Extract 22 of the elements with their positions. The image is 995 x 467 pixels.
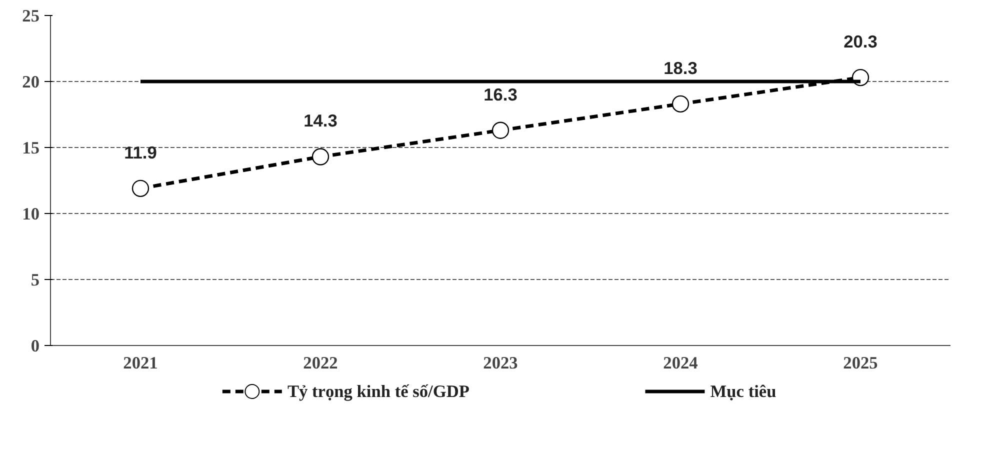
- legend-label: Mục tiêu: [710, 382, 777, 401]
- data-label: 11.9: [124, 142, 157, 162]
- y-tick-label: 5: [30, 270, 40, 290]
- data-label: 14.3: [304, 110, 338, 131]
- point: [672, 95, 690, 113]
- x-tick-label: 2024: [663, 354, 698, 372]
- point: [492, 122, 510, 139]
- data-label: 16.3: [484, 84, 518, 104]
- point: [312, 148, 330, 166]
- x-tick-label: 2025: [843, 354, 878, 372]
- x-tick-label: 2021: [123, 354, 158, 372]
- y-tick-label: 25: [22, 6, 40, 26]
- y-tick-label: 20: [22, 72, 40, 92]
- x-tick-label: 2023: [483, 354, 518, 372]
- data-label: 20.3: [844, 32, 878, 52]
- x-tick-label: 2022: [303, 354, 338, 372]
- point: [132, 180, 150, 198]
- y-tick-label: 10: [22, 204, 40, 224]
- data-label: 18.3: [664, 58, 698, 78]
- y-tick-label: 15: [22, 138, 40, 158]
- y-tick-label: 0: [30, 336, 40, 356]
- legend-label: Tỷ trọng kinh tế số/GDP: [287, 382, 470, 401]
